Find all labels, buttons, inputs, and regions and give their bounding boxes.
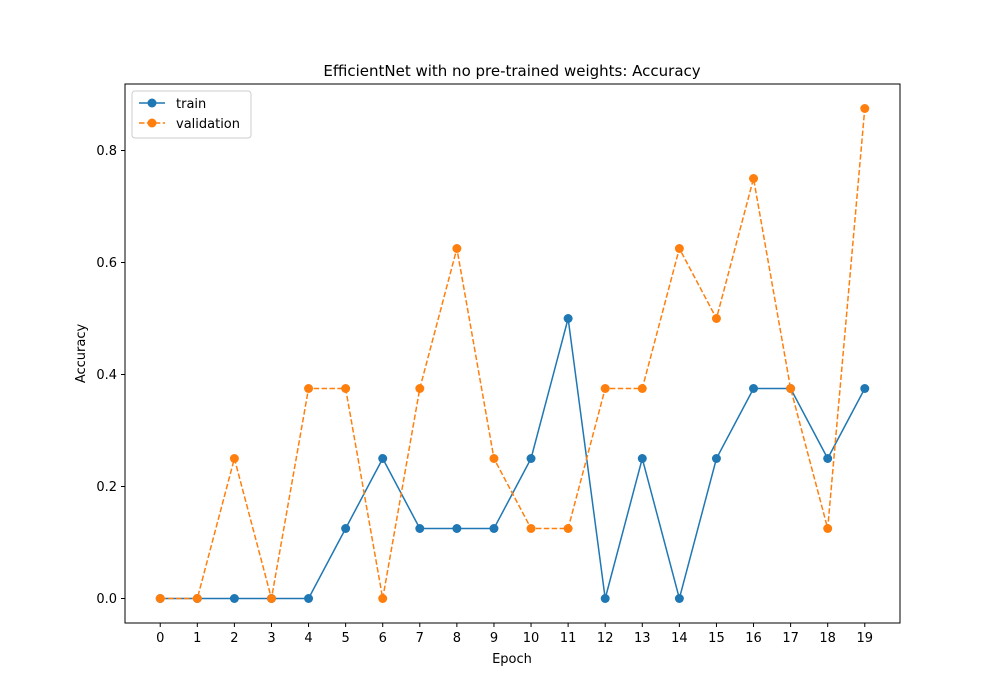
- series-train-point: [415, 524, 425, 533]
- y-tick-label: 0.6: [96, 256, 117, 271]
- series-train-point: [526, 454, 536, 463]
- series-validation-point: [823, 524, 833, 533]
- series-validation-point: [304, 384, 314, 393]
- series-train-point: [711, 454, 721, 463]
- x-tick-label: 8: [453, 631, 461, 646]
- series-train-point: [489, 524, 499, 533]
- x-tick-label: 6: [379, 631, 387, 646]
- series-train-point: [600, 594, 610, 603]
- x-tick-label: 14: [671, 631, 688, 646]
- series-validation-point: [489, 454, 499, 463]
- y-tick-label: 0.4: [96, 368, 117, 383]
- series-validation-point: [452, 244, 462, 253]
- series-validation-point: [674, 244, 684, 253]
- x-tick-label: 16: [745, 631, 762, 646]
- series-validation-point: [860, 104, 870, 113]
- series-validation-point: [155, 594, 165, 603]
- x-axis-label: Epoch: [492, 652, 532, 667]
- series-validation-point: [526, 524, 536, 533]
- y-tick-label: 0.8: [96, 144, 117, 159]
- x-tick-label: 7: [416, 631, 424, 646]
- series-train-point: [674, 594, 684, 603]
- series-train-point: [823, 454, 833, 463]
- x-tick-label: 11: [560, 631, 577, 646]
- x-tick-label: 5: [341, 631, 349, 646]
- series-validation-point: [711, 314, 721, 323]
- series-validation-point: [378, 594, 388, 603]
- series-validation-point: [266, 594, 276, 603]
- series-validation-point: [637, 384, 647, 393]
- series-validation-point: [415, 384, 425, 393]
- series-validation-point: [563, 524, 573, 533]
- series-train-point: [452, 524, 462, 533]
- x-tick-label: 19: [856, 631, 873, 646]
- series-train-point: [749, 384, 759, 393]
- series-train-point: [637, 454, 647, 463]
- series-train-point: [563, 314, 573, 323]
- x-tick-label: 13: [634, 631, 651, 646]
- series-validation-point: [192, 594, 202, 603]
- series-train-point: [378, 454, 388, 463]
- series-validation-point: [229, 454, 239, 463]
- series-train-point: [341, 524, 351, 533]
- series-validation-point: [341, 384, 351, 393]
- legend-train-marker: [147, 98, 157, 108]
- x-tick-label: 18: [819, 631, 836, 646]
- plot-frame: [124, 83, 901, 624]
- x-tick-label: 12: [597, 631, 614, 646]
- x-tick-label: 2: [230, 631, 238, 646]
- series-validation-point: [786, 384, 796, 393]
- series-validation-point: [749, 174, 759, 183]
- legend-validation-label: validation: [176, 117, 240, 132]
- x-tick-label: 0: [156, 631, 164, 646]
- x-tick-label: 4: [304, 631, 312, 646]
- series-train-point: [229, 594, 239, 603]
- y-axis-label: Accuracy: [74, 324, 89, 384]
- legend-train-label: train: [176, 97, 206, 112]
- legend-validation-marker: [147, 118, 157, 128]
- chart-title: EfficientNet with no pre-trained weights…: [323, 62, 700, 80]
- x-tick-label: 17: [782, 631, 799, 646]
- x-tick-label: 3: [267, 631, 275, 646]
- x-tick-label: 10: [523, 631, 540, 646]
- y-tick-label: 0.0: [96, 592, 117, 607]
- plot-area: 0 1 2 3 4 5 6 7 8 9 10 11 12 13 14 15 16 17 18 190.00.20.40…: [96, 104, 873, 646]
- y-tick-label: 0.2: [96, 480, 117, 495]
- series-validation-point: [600, 384, 610, 393]
- x-tick-label: 9: [490, 631, 498, 646]
- series-train-point: [304, 594, 314, 603]
- series-train-point: [860, 384, 870, 393]
- x-tick-label: 1: [193, 631, 201, 646]
- series-validation-line: [160, 108, 866, 600]
- x-tick-label: 15: [708, 631, 725, 646]
- legend: train validation: [131, 90, 252, 139]
